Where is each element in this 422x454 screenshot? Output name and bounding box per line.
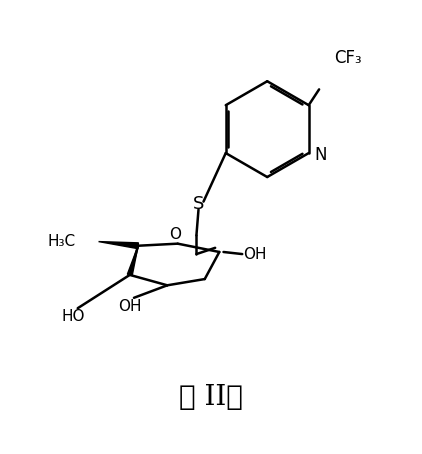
Text: N: N — [314, 146, 327, 164]
Text: OH: OH — [118, 299, 141, 314]
Text: OH: OH — [243, 247, 266, 262]
Polygon shape — [127, 246, 138, 276]
Text: CF₃: CF₃ — [335, 49, 362, 67]
Polygon shape — [99, 242, 138, 249]
Text: O: O — [170, 227, 181, 242]
Text: S: S — [193, 195, 204, 213]
Text: 式 II。: 式 II。 — [179, 384, 243, 411]
Text: HO: HO — [61, 309, 84, 324]
Text: H₃C: H₃C — [48, 234, 76, 249]
